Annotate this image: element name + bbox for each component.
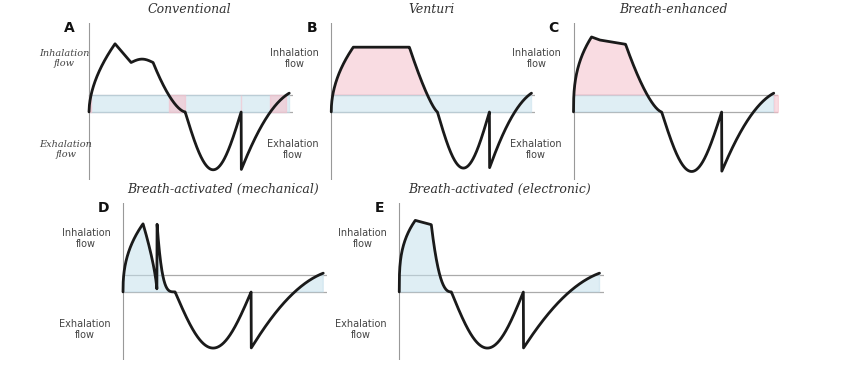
Text: Inhalation
flow: Inhalation flow: [513, 48, 561, 69]
Text: Inhalation
flow: Inhalation flow: [62, 228, 110, 249]
Text: Exhalation
flow: Exhalation flow: [59, 318, 110, 340]
Text: Inhalation
flow: Inhalation flow: [270, 48, 319, 69]
Text: Breath-activated (electronic): Breath-activated (electronic): [408, 183, 591, 196]
Text: Exhalation
flow: Exhalation flow: [335, 318, 387, 340]
Text: C: C: [548, 21, 559, 35]
Text: Inhalation
flow: Inhalation flow: [338, 228, 387, 249]
Text: Breath-enhanced: Breath-enhanced: [620, 3, 728, 16]
Text: B: B: [306, 21, 317, 35]
Text: Exhalation
flow: Exhalation flow: [509, 138, 561, 160]
Text: D: D: [99, 201, 110, 215]
Text: Exhalation
flow: Exhalation flow: [39, 140, 92, 159]
Text: Venturi: Venturi: [408, 3, 455, 16]
Text: A: A: [64, 21, 75, 35]
Text: Conventional: Conventional: [147, 3, 231, 16]
Text: Inhalation
flow: Inhalation flow: [39, 49, 89, 68]
Text: Breath-activated (mechanical): Breath-activated (mechanical): [128, 183, 319, 196]
Text: Exhalation
flow: Exhalation flow: [267, 138, 319, 160]
Text: E: E: [374, 201, 384, 215]
